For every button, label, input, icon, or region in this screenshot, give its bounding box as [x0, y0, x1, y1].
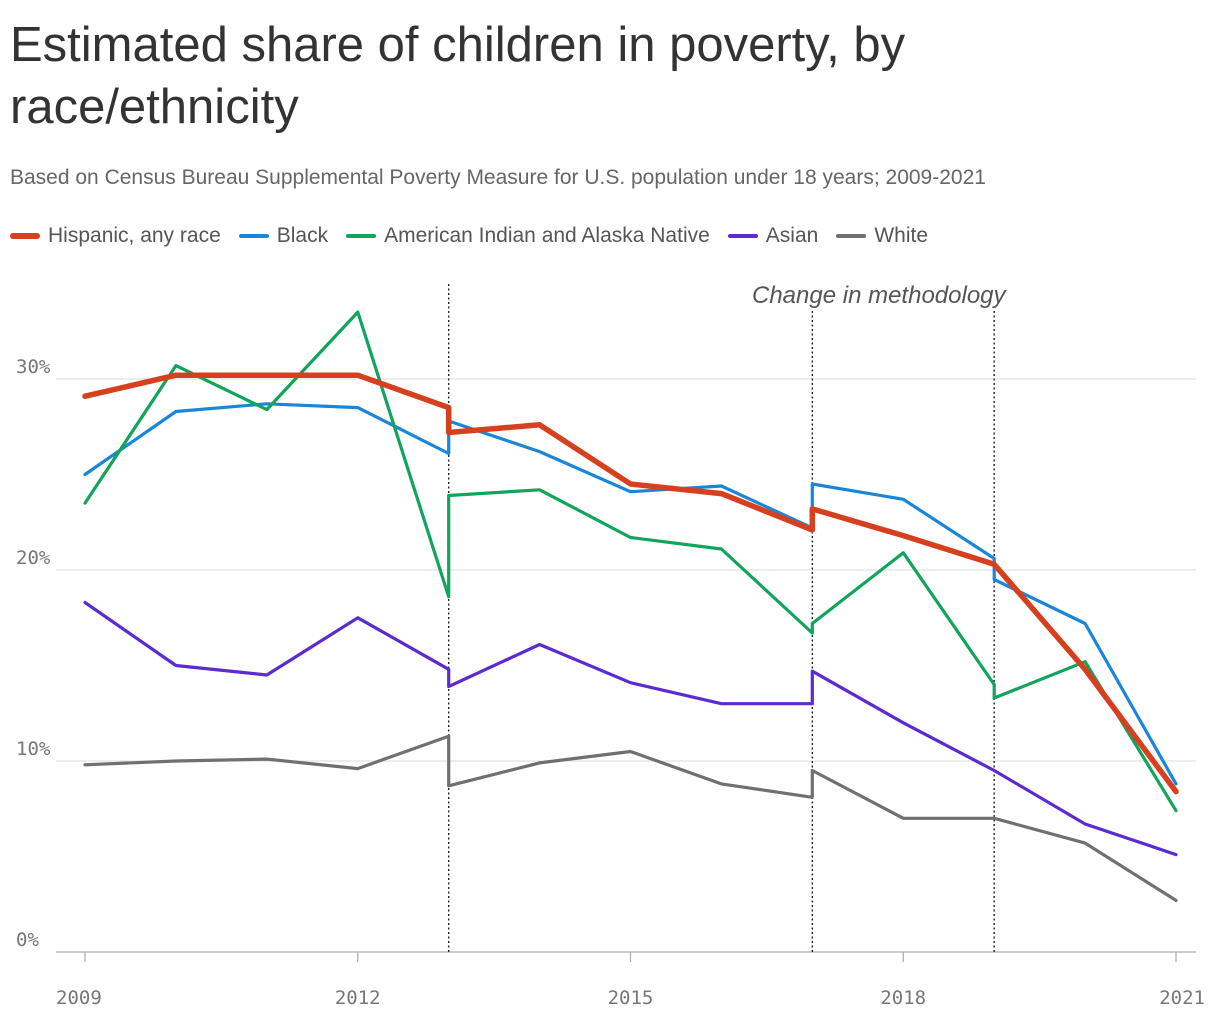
legend-label: White [874, 224, 929, 247]
legend-label: American Indian and Alaska Native [384, 224, 710, 247]
legend-item-black: Black [238, 224, 329, 248]
x-tick-label: 2009 [56, 987, 102, 1009]
y-tick-label: 20% [16, 547, 51, 569]
x-tick-label: 2018 [880, 987, 926, 1009]
series-line-white [83, 734, 1178, 902]
series-line-hispanic-any-race [82, 372, 1179, 795]
legend-item-american-indian-and-alaska-native: American Indian and Alaska Native [346, 224, 710, 248]
methodology-annotation: Change in methodology [752, 282, 1008, 309]
x-tick-label: 2021 [1159, 987, 1205, 1009]
legend-swatch [727, 234, 758, 238]
legend-label: Hispanic, any race [48, 224, 221, 247]
series-line-american-indian-and-alaska-native [83, 310, 1178, 813]
chart-title: Estimated share of children in poverty, … [10, 18, 906, 134]
legend-swatch [836, 234, 867, 238]
grid-lines: 0% 10% 20% 30% [16, 356, 1196, 953]
methodology-markers: Change in methodology [447, 282, 1008, 952]
legend-swatch [10, 233, 40, 239]
y-tick-label: 10% [16, 738, 51, 760]
legend-item-hispanic-any-race: Hispanic, any race [10, 224, 221, 248]
series-line-asian [83, 600, 1178, 857]
legend-swatch [346, 234, 377, 238]
chart-legend: Hispanic, any race Black American Indian a… [10, 224, 946, 248]
y-tick-label: 30% [16, 356, 51, 378]
x-tick-label: 2015 [608, 987, 654, 1009]
legend-item-white: White [836, 224, 928, 248]
legend-swatch [238, 234, 269, 238]
legend-item-asian: Asian [727, 224, 819, 248]
chart-subtitle: Based on Census Bureau Supplemental Pove… [10, 166, 986, 189]
x-tick-label: 2012 [335, 987, 381, 1009]
axes: 2009 2012 2015 2018 2021 [56, 952, 1205, 1009]
y-tick-label: 0% [16, 929, 39, 951]
legend-label: Black [276, 224, 329, 247]
legend-label: Asian [765, 224, 819, 247]
series-line-black [83, 402, 1178, 786]
series-lines [82, 310, 1179, 902]
